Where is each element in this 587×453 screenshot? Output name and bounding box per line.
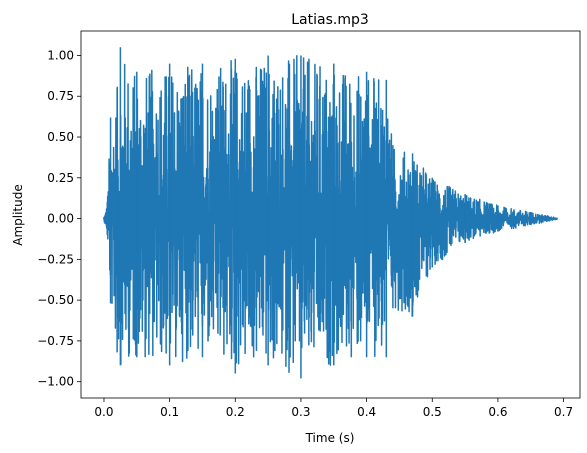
plot-frame bbox=[80, 30, 581, 399]
y-tick-label: 0.25 bbox=[47, 171, 74, 185]
x-tick-label: 0.6 bbox=[488, 405, 507, 419]
x-tick-label: 0.7 bbox=[554, 405, 573, 419]
y-axis: −1.00 −0.75 −0.50 −0.25 0.00 0.25 0.50 0.75 1.00 bbox=[37, 48, 81, 389]
x-tick-label: 0.0 bbox=[94, 405, 113, 419]
y-tick-label: 0.00 bbox=[47, 212, 74, 226]
x-tick-label: 0.4 bbox=[357, 405, 376, 419]
x-tick-label: 0.1 bbox=[160, 405, 179, 419]
x-axis: 0.0 0.1 0.2 0.3 0.4 0.5 0.6 0.7 bbox=[94, 398, 573, 419]
y-tick-label: 1.00 bbox=[47, 48, 74, 62]
plot-area bbox=[80, 30, 581, 399]
y-axis-label: Amplitude bbox=[11, 184, 25, 246]
y-tick-label: −1.00 bbox=[37, 375, 74, 389]
y-tick-label: 0.50 bbox=[47, 130, 74, 144]
x-tick-label: 0.2 bbox=[226, 405, 245, 419]
x-tick-label: 0.5 bbox=[423, 405, 442, 419]
waveform-line bbox=[103, 54, 558, 373]
waveform-peaks bbox=[103, 47, 558, 379]
y-tick-label: −0.75 bbox=[37, 334, 74, 348]
y-tick-label: −0.50 bbox=[37, 293, 74, 307]
x-axis-label: Time (s) bbox=[305, 431, 355, 445]
y-tick-label: 0.75 bbox=[47, 89, 74, 103]
chart-title: Latias.mp3 bbox=[291, 12, 369, 28]
x-tick-label: 0.3 bbox=[291, 405, 310, 419]
y-tick-label: −0.25 bbox=[37, 252, 74, 266]
waveform-series bbox=[103, 47, 558, 379]
